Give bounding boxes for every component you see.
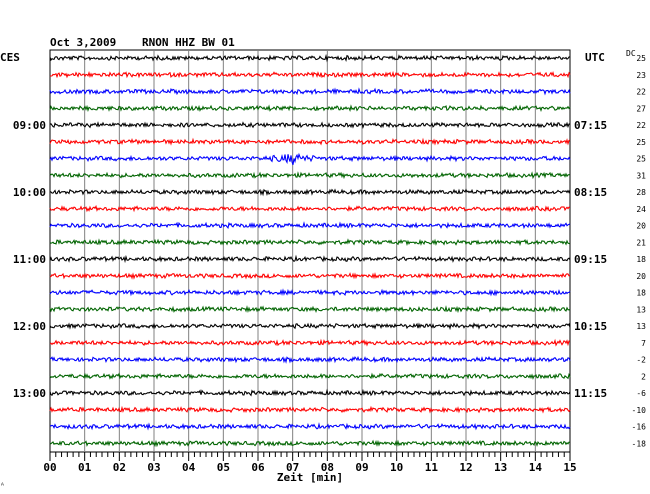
trace-16 bbox=[49, 305, 571, 314]
trace-5 bbox=[49, 121, 571, 130]
right-time-labels: 07:15 08:15 09:15 10:15 11:15 bbox=[574, 119, 607, 400]
dc-offset-value: -6 bbox=[636, 389, 646, 398]
trace-11 bbox=[49, 221, 571, 230]
dc-offset-value: -16 bbox=[632, 423, 647, 432]
corner-mark: ᴬ bbox=[0, 481, 5, 490]
right-time-label: 07:15 bbox=[574, 119, 607, 132]
trace-group bbox=[49, 53, 571, 448]
right-time-label: 09:15 bbox=[574, 253, 607, 266]
trace-8 bbox=[49, 171, 570, 180]
dc-offset-value: 2 bbox=[641, 372, 646, 381]
right-time-label: 10:15 bbox=[574, 320, 607, 333]
dc-offset-value: 20 bbox=[636, 272, 646, 281]
trace-15 bbox=[49, 288, 571, 297]
dc-offset-value: -2 bbox=[636, 356, 646, 365]
dc-offset-value: -10 bbox=[632, 406, 647, 415]
trace-10 bbox=[49, 204, 571, 213]
minute-gridlines bbox=[84, 50, 536, 452]
dc-offset-value: 24 bbox=[636, 205, 646, 214]
trace-12 bbox=[49, 238, 571, 247]
x-tick-label: 05 bbox=[217, 461, 230, 474]
trace-24 bbox=[49, 439, 570, 448]
dc-offset-value: 25 bbox=[636, 138, 646, 147]
trace-21 bbox=[49, 388, 571, 397]
x-tick-label: 13 bbox=[494, 461, 507, 474]
left-hour-labels: 09:00 10:00 11:00 12:00 13:00 bbox=[13, 119, 46, 400]
x-tick-label: 07 bbox=[286, 461, 299, 474]
x-tick-label: 09 bbox=[355, 461, 368, 474]
trace-3 bbox=[49, 87, 571, 96]
trace-14 bbox=[49, 272, 571, 280]
left-hour-label: 12:00 bbox=[13, 320, 46, 333]
trace-6 bbox=[49, 137, 571, 146]
left-hour-label: 13:00 bbox=[13, 387, 46, 400]
trace-4 bbox=[49, 104, 571, 113]
dc-offset-value: 25 bbox=[636, 54, 646, 63]
x-axis-label: Zeit [min] bbox=[277, 471, 343, 484]
trace-17 bbox=[49, 322, 571, 331]
left-hour-label: 10:00 bbox=[13, 186, 46, 199]
x-tick-label: 01 bbox=[78, 461, 92, 474]
dc-offset-value: 25 bbox=[636, 155, 646, 164]
dc-offset-value: 22 bbox=[636, 121, 646, 130]
right-timezone-label: UTC bbox=[585, 51, 605, 64]
x-tick-label: 11 bbox=[425, 461, 439, 474]
chart-date: Oct 3,2009 bbox=[50, 36, 116, 49]
dc-offset-value: 7 bbox=[641, 339, 646, 348]
dc-offset-value: 20 bbox=[636, 222, 646, 231]
x-tick-label: 06 bbox=[251, 461, 265, 474]
trace-7 bbox=[49, 152, 571, 165]
x-tick-label: 15 bbox=[563, 461, 576, 474]
left-hour-label: 11:00 bbox=[13, 253, 46, 266]
dc-offset-value: 18 bbox=[636, 255, 646, 264]
trace-13 bbox=[49, 254, 571, 264]
dc-offset-value: -18 bbox=[632, 439, 647, 448]
x-tick-label: 04 bbox=[182, 461, 196, 474]
x-tick-label: 03 bbox=[147, 461, 160, 474]
trace-18 bbox=[49, 338, 571, 347]
trace-19 bbox=[49, 355, 571, 364]
trace-20 bbox=[49, 372, 571, 380]
left-timezone-label: CES bbox=[0, 51, 20, 64]
left-hour-label: 09:00 bbox=[13, 119, 46, 132]
chart-station: RNON HHZ BW 01 bbox=[142, 36, 235, 49]
right-time-label: 08:15 bbox=[574, 186, 607, 199]
x-axis-ticks: 00 01 02 03 04 05 06 07 08 09 10 11 12 13 14 15 bbox=[43, 452, 577, 474]
dc-offset-value: 27 bbox=[636, 104, 646, 113]
x-tick-label: 00 bbox=[43, 461, 56, 474]
dc-offset-value: 13 bbox=[636, 305, 646, 314]
dc-header-label: DC bbox=[626, 49, 636, 58]
x-tick-label: 12 bbox=[459, 461, 472, 474]
dc-offset-value: 22 bbox=[636, 88, 646, 97]
x-tick-label: 02 bbox=[113, 461, 126, 474]
dc-offset-value: 18 bbox=[636, 289, 646, 298]
trace-9 bbox=[49, 188, 571, 197]
dc-offset-value: 21 bbox=[636, 238, 646, 247]
trace-1 bbox=[49, 53, 571, 63]
dc-offset-value: 28 bbox=[636, 188, 646, 197]
x-tick-label: 14 bbox=[529, 461, 543, 474]
trace-2 bbox=[49, 70, 571, 79]
trace-23 bbox=[49, 422, 571, 431]
dc-offset-labels: 25 23 22 27 22 25 25 31 28 24 20 21 18 20 18 13 13 7 -2 2 -6… bbox=[632, 54, 647, 448]
dc-offset-value: 31 bbox=[636, 171, 646, 180]
dc-offset-value: 13 bbox=[636, 322, 646, 331]
right-time-label: 11:15 bbox=[574, 387, 607, 400]
dc-offset-value: 23 bbox=[636, 71, 646, 80]
x-tick-label: 08 bbox=[321, 461, 334, 474]
x-tick-label: 10 bbox=[390, 461, 403, 474]
trace-22 bbox=[49, 405, 571, 414]
